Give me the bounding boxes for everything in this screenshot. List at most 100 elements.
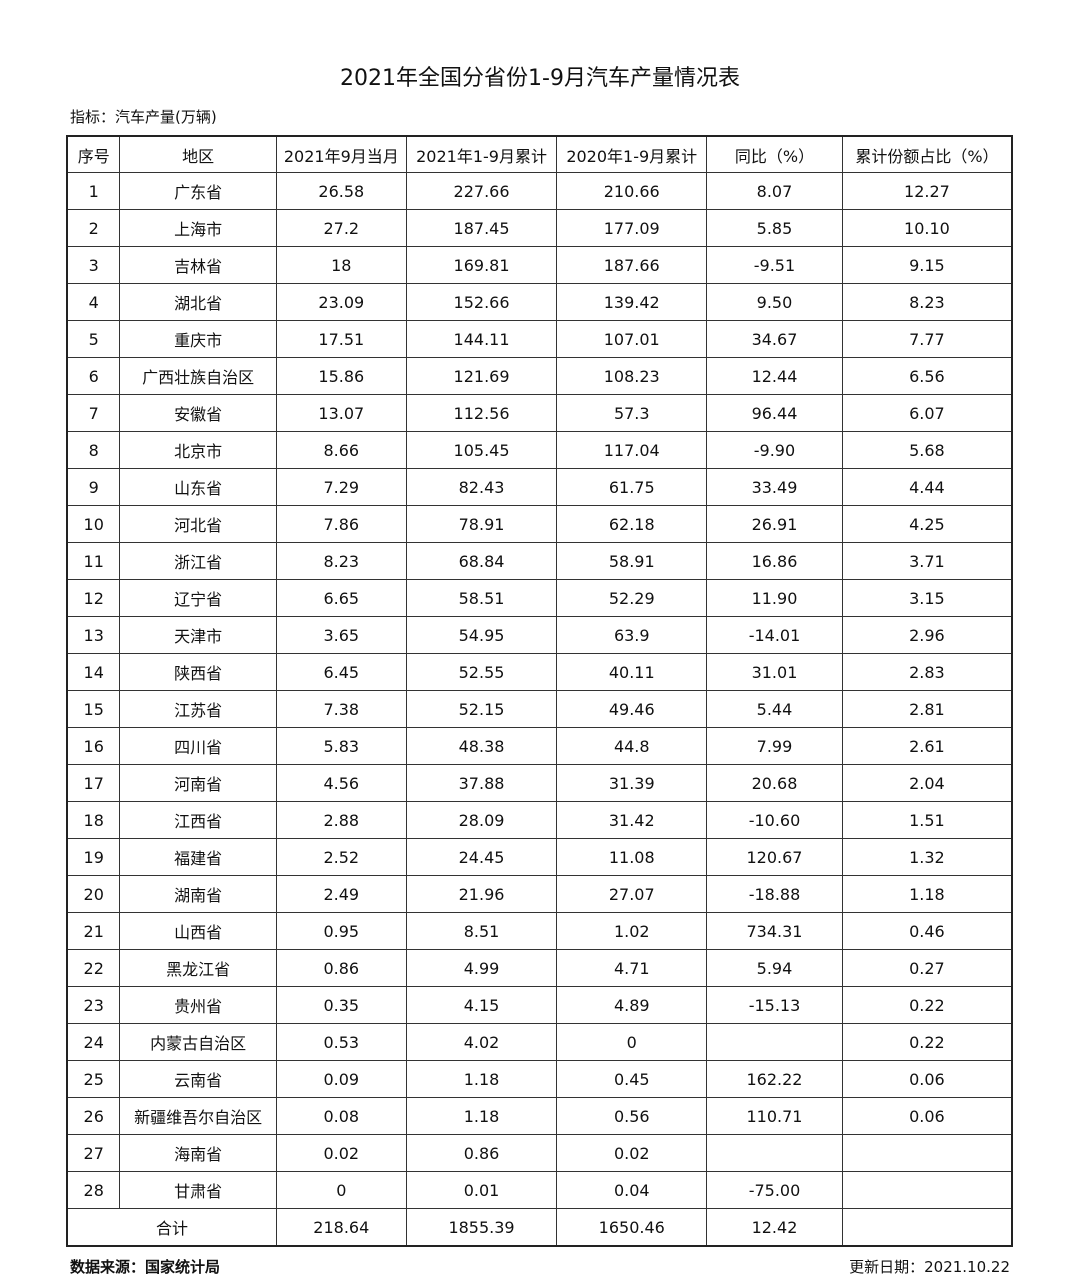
table-cell: 54.95 — [405, 616, 558, 654]
table-cell: 117.04 — [556, 431, 708, 469]
table-cell: 12.27 — [841, 172, 1013, 210]
table-row: 20 湖南省 2.49 21.96 27.07 -18.88 1.18 — [66, 875, 1013, 913]
table-row: 10 河北省 7.86 78.91 62.18 26.91 4.25 — [66, 505, 1013, 543]
table-cell: 2 — [66, 209, 121, 247]
table-cell: 22 — [66, 949, 121, 987]
column-header: 地区 — [119, 135, 277, 173]
table-cell: 8.66 — [275, 431, 407, 469]
column-header: 累计份额占比（%） — [841, 135, 1013, 173]
table-cell: 4.44 — [841, 468, 1013, 506]
table-cell: 24 — [66, 1023, 121, 1061]
table-cell: 31.42 — [556, 801, 708, 839]
table-cell: 1.18 — [405, 1097, 558, 1135]
table-cell: 121.69 — [405, 357, 558, 395]
table-cell: 2.96 — [841, 616, 1013, 654]
table-cell: 34.67 — [706, 320, 843, 358]
table-cell: 227.66 — [405, 172, 558, 210]
table-cell: 27.2 — [275, 209, 407, 247]
table-cell: 2.49 — [275, 875, 407, 913]
table-cell: 20 — [66, 875, 121, 913]
table-row: 6 广西壮族自治区 15.86 121.69 108.23 12.44 6.56 — [66, 357, 1013, 395]
table-cell — [706, 1023, 843, 1061]
table-cell: 58.91 — [556, 542, 708, 580]
table-cell: 0.22 — [841, 1023, 1013, 1061]
table-cell: 3.65 — [275, 616, 407, 654]
table-cell: 贵州省 — [119, 986, 277, 1024]
table-cell: 13 — [66, 616, 121, 654]
table-cell: 144.11 — [405, 320, 558, 358]
table-row: 15 江苏省 7.38 52.15 49.46 5.44 2.81 — [66, 690, 1013, 728]
table-cell: 7.38 — [275, 690, 407, 728]
table-cell: 5.68 — [841, 431, 1013, 469]
table-cell: 0.04 — [556, 1171, 708, 1209]
table-cell: 49.46 — [556, 690, 708, 728]
table-row: 1 广东省 26.58 227.66 210.66 8.07 12.27 — [66, 172, 1013, 210]
table-cell: 57.3 — [556, 394, 708, 432]
total-row: 合计 218.64 1855.39 1650.46 12.42 — [66, 1208, 1013, 1247]
table-cell: 7 — [66, 394, 121, 432]
table-row: 16 四川省 5.83 48.38 44.8 7.99 2.61 — [66, 727, 1013, 765]
table-cell: 12.44 — [706, 357, 843, 395]
table-cell: 4.25 — [841, 505, 1013, 543]
total-label: 合计 — [66, 1208, 277, 1247]
table-cell: 0.53 — [275, 1023, 407, 1061]
total-cell: 1855.39 — [405, 1208, 558, 1247]
table-cell: 26.91 — [706, 505, 843, 543]
table-cell: 0.27 — [841, 949, 1013, 987]
table-cell: 0.86 — [275, 949, 407, 987]
table-cell: 7.77 — [841, 320, 1013, 358]
table-cell: 9.50 — [706, 283, 843, 321]
table-row: 18 江西省 2.88 28.09 31.42 -10.60 1.51 — [66, 801, 1013, 839]
table-cell: 2.61 — [841, 727, 1013, 765]
table-cell: 63.9 — [556, 616, 708, 654]
table-cell: 9.15 — [841, 246, 1013, 284]
table-cell: 28.09 — [405, 801, 558, 839]
table-cell: 5.85 — [706, 209, 843, 247]
table-cell: 2.52 — [275, 838, 407, 876]
table-cell: 3.71 — [841, 542, 1013, 580]
table-cell: 28 — [66, 1171, 121, 1209]
table-row: 3 吉林省 18 169.81 187.66 -9.51 9.15 — [66, 246, 1013, 284]
table-row: 8 北京市 8.66 105.45 117.04 -9.90 5.68 — [66, 431, 1013, 469]
update-date: 更新日期：2021.10.22 — [849, 1258, 1010, 1276]
table-cell: 6 — [66, 357, 121, 395]
table-cell: 162.22 — [706, 1060, 843, 1098]
table-cell: 4.56 — [275, 764, 407, 802]
table-cell: 15.86 — [275, 357, 407, 395]
table-cell: 52.55 — [405, 653, 558, 691]
table-cell: 11 — [66, 542, 121, 580]
table-cell: 1.32 — [841, 838, 1013, 876]
table-cell: 4.71 — [556, 949, 708, 987]
table-cell: 112.56 — [405, 394, 558, 432]
table-cell: -18.88 — [706, 875, 843, 913]
table-cell: 0.08 — [275, 1097, 407, 1135]
table-row: 19 福建省 2.52 24.45 11.08 120.67 1.32 — [66, 838, 1013, 876]
indicator-label: 指标：汽车产量(万辆) — [70, 108, 217, 126]
table-cell: 2.88 — [275, 801, 407, 839]
production-table: 序号 地区 2021年9月当月 2021年1-9月累计 2020年1-9月累计 同比（%）… — [66, 135, 1013, 1247]
table-cell: 0.86 — [405, 1134, 558, 1172]
table-row: 13 天津市 3.65 54.95 63.9 -14.01 2.96 — [66, 616, 1013, 654]
table-cell: 27 — [66, 1134, 121, 1172]
table-cell — [841, 1171, 1013, 1209]
table-cell: 1.02 — [556, 912, 708, 950]
table-cell: 0.09 — [275, 1060, 407, 1098]
table-cell: 16 — [66, 727, 121, 765]
table-cell: 152.66 — [405, 283, 558, 321]
table-cell: 1.18 — [405, 1060, 558, 1098]
column-header: 2021年9月当月 — [275, 135, 407, 173]
table-cell: 19 — [66, 838, 121, 876]
table-cell: 110.71 — [706, 1097, 843, 1135]
table-cell: 21.96 — [405, 875, 558, 913]
table-cell: 52.29 — [556, 579, 708, 617]
table-cell: 云南省 — [119, 1060, 277, 1098]
table-cell: 107.01 — [556, 320, 708, 358]
table-cell: 12 — [66, 579, 121, 617]
table-cell: 黑龙江省 — [119, 949, 277, 987]
table-cell: 0.22 — [841, 986, 1013, 1024]
total-cell: 1650.46 — [556, 1208, 708, 1247]
total-cell: 12.42 — [706, 1208, 843, 1247]
table-cell: 33.49 — [706, 468, 843, 506]
table-row: 12 辽宁省 6.65 58.51 52.29 11.90 3.15 — [66, 579, 1013, 617]
table-cell: 海南省 — [119, 1134, 277, 1172]
